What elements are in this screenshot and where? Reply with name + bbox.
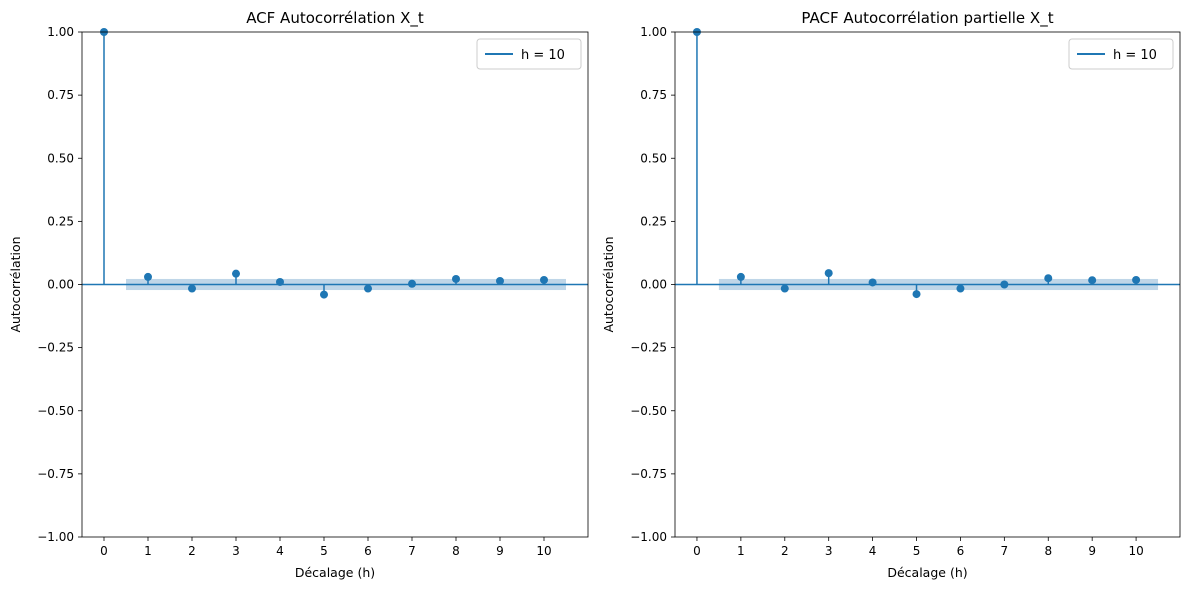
pacf-title: PACF Autocorrélation partielle X_t	[801, 9, 1053, 28]
pacf-point-1	[736, 272, 745, 281]
acf-title: ACF Autocorrélation X_t	[246, 9, 424, 28]
acf-ytick-label: 0.50	[47, 151, 74, 165]
acf-legend-box	[476, 38, 582, 70]
acf-point-6	[364, 284, 372, 293]
acf-xtick-label: 5	[320, 544, 328, 558]
pacf-ylabel: Autocorrélation	[601, 236, 616, 332]
pacf-ytick-label: −0.50	[630, 404, 667, 418]
acf-point-9	[496, 276, 504, 285]
acf-xtick-label: 4	[276, 544, 284, 558]
pacf-chart: 0 1 2 3 4 5 6 7 8 9 10 1.00 0.75 0.50 0.25 0.00 −0.25 −0.…	[601, 9, 1181, 580]
acf-xtick-label: 7	[408, 544, 416, 558]
pacf-legend: h = 10	[1068, 38, 1174, 70]
pacf-xtick-label: 2	[781, 544, 789, 558]
pacf-point-9	[1088, 276, 1097, 285]
pacf-point-3	[824, 269, 833, 278]
pacf-xtick-label: 7	[1001, 544, 1009, 558]
pacf-xtick-label: 10	[1128, 544, 1143, 558]
acf-xtick-label: 10	[536, 544, 551, 558]
acf-point-1	[144, 272, 152, 281]
pacf-xlabel: Décalage (h)	[887, 565, 967, 580]
pacf-point-5	[912, 290, 921, 299]
pacf-ytick-label: −0.75	[630, 467, 667, 481]
pacf-ytick-label: 0.00	[640, 278, 667, 292]
acf-legend-label: h = 10	[521, 48, 565, 63]
acf-point-8	[452, 274, 460, 283]
pacf-point-8	[1044, 274, 1053, 283]
acf-xtick-label: 1	[144, 544, 152, 558]
pacf-ytick-label: 1.00	[640, 25, 667, 39]
pacf-xtick-label: 9	[1088, 544, 1096, 558]
pacf-legend-box	[1068, 38, 1174, 70]
pacf-point-6	[956, 284, 965, 293]
pacf-point-4	[868, 278, 877, 287]
acf-ytick-label: −0.25	[37, 341, 74, 355]
pacf-ytick-label: −1.00	[630, 530, 667, 544]
acf-point-10	[540, 275, 548, 284]
acf-ytick-label: 1.00	[47, 25, 74, 39]
pacf-xtick-label: 8	[1044, 544, 1052, 558]
acf-ytick-label: 0.25	[47, 214, 74, 228]
pacf-ytick-label: 0.75	[640, 88, 667, 102]
acf-ytick-label: −0.75	[37, 467, 74, 481]
pacf-ytick-label: 0.25	[640, 214, 667, 228]
acf-ytick-label: 0.75	[47, 88, 74, 102]
pacf-xtick-label: 1	[737, 544, 745, 558]
pacf-xtick-label: 4	[869, 544, 877, 558]
pacf-xtick-label: 3	[825, 544, 833, 558]
pacf-xtick-label: 6	[957, 544, 965, 558]
acf-ytick-label: −0.50	[37, 404, 74, 418]
acf-chart: 0 1 2 3 4 5 6 7 8 9 10 1.00 0.75 0.50 0.25 0.00 −0.25 −0.…	[8, 9, 589, 580]
pacf-xtick-label: 5	[913, 544, 921, 558]
acf-point-4	[276, 277, 284, 286]
pacf-legend-label: h = 10	[1113, 48, 1157, 63]
pacf-point-7	[1000, 280, 1009, 289]
pacf-xtick-label: 0	[693, 544, 701, 558]
acf-xtick-label: 0	[100, 544, 108, 558]
acf-xtick-label: 3	[232, 544, 240, 558]
acf-ytick-label: 0.00	[47, 278, 74, 292]
acf-xlabel: Décalage (h)	[295, 565, 375, 580]
acf-point-3	[232, 269, 240, 278]
acf-ylabel: Autocorrélation	[8, 236, 23, 332]
acf-xtick-label: 2	[188, 544, 196, 558]
acf-ytick-label: −1.00	[37, 530, 74, 544]
acf-point-5	[320, 290, 328, 299]
acf-point-2	[188, 284, 196, 293]
acf-xtick-label: 8	[452, 544, 460, 558]
pacf-ytick-label: 0.50	[640, 151, 667, 165]
pacf-point-2	[780, 284, 789, 293]
acf-point-7	[408, 279, 416, 288]
acf-xtick-label: 9	[496, 544, 504, 558]
pacf-ytick-label: −0.25	[630, 341, 667, 355]
acf-legend: h = 10	[476, 38, 582, 70]
pacf-point-10	[1132, 275, 1141, 284]
acf-xtick-label: 6	[364, 544, 372, 558]
